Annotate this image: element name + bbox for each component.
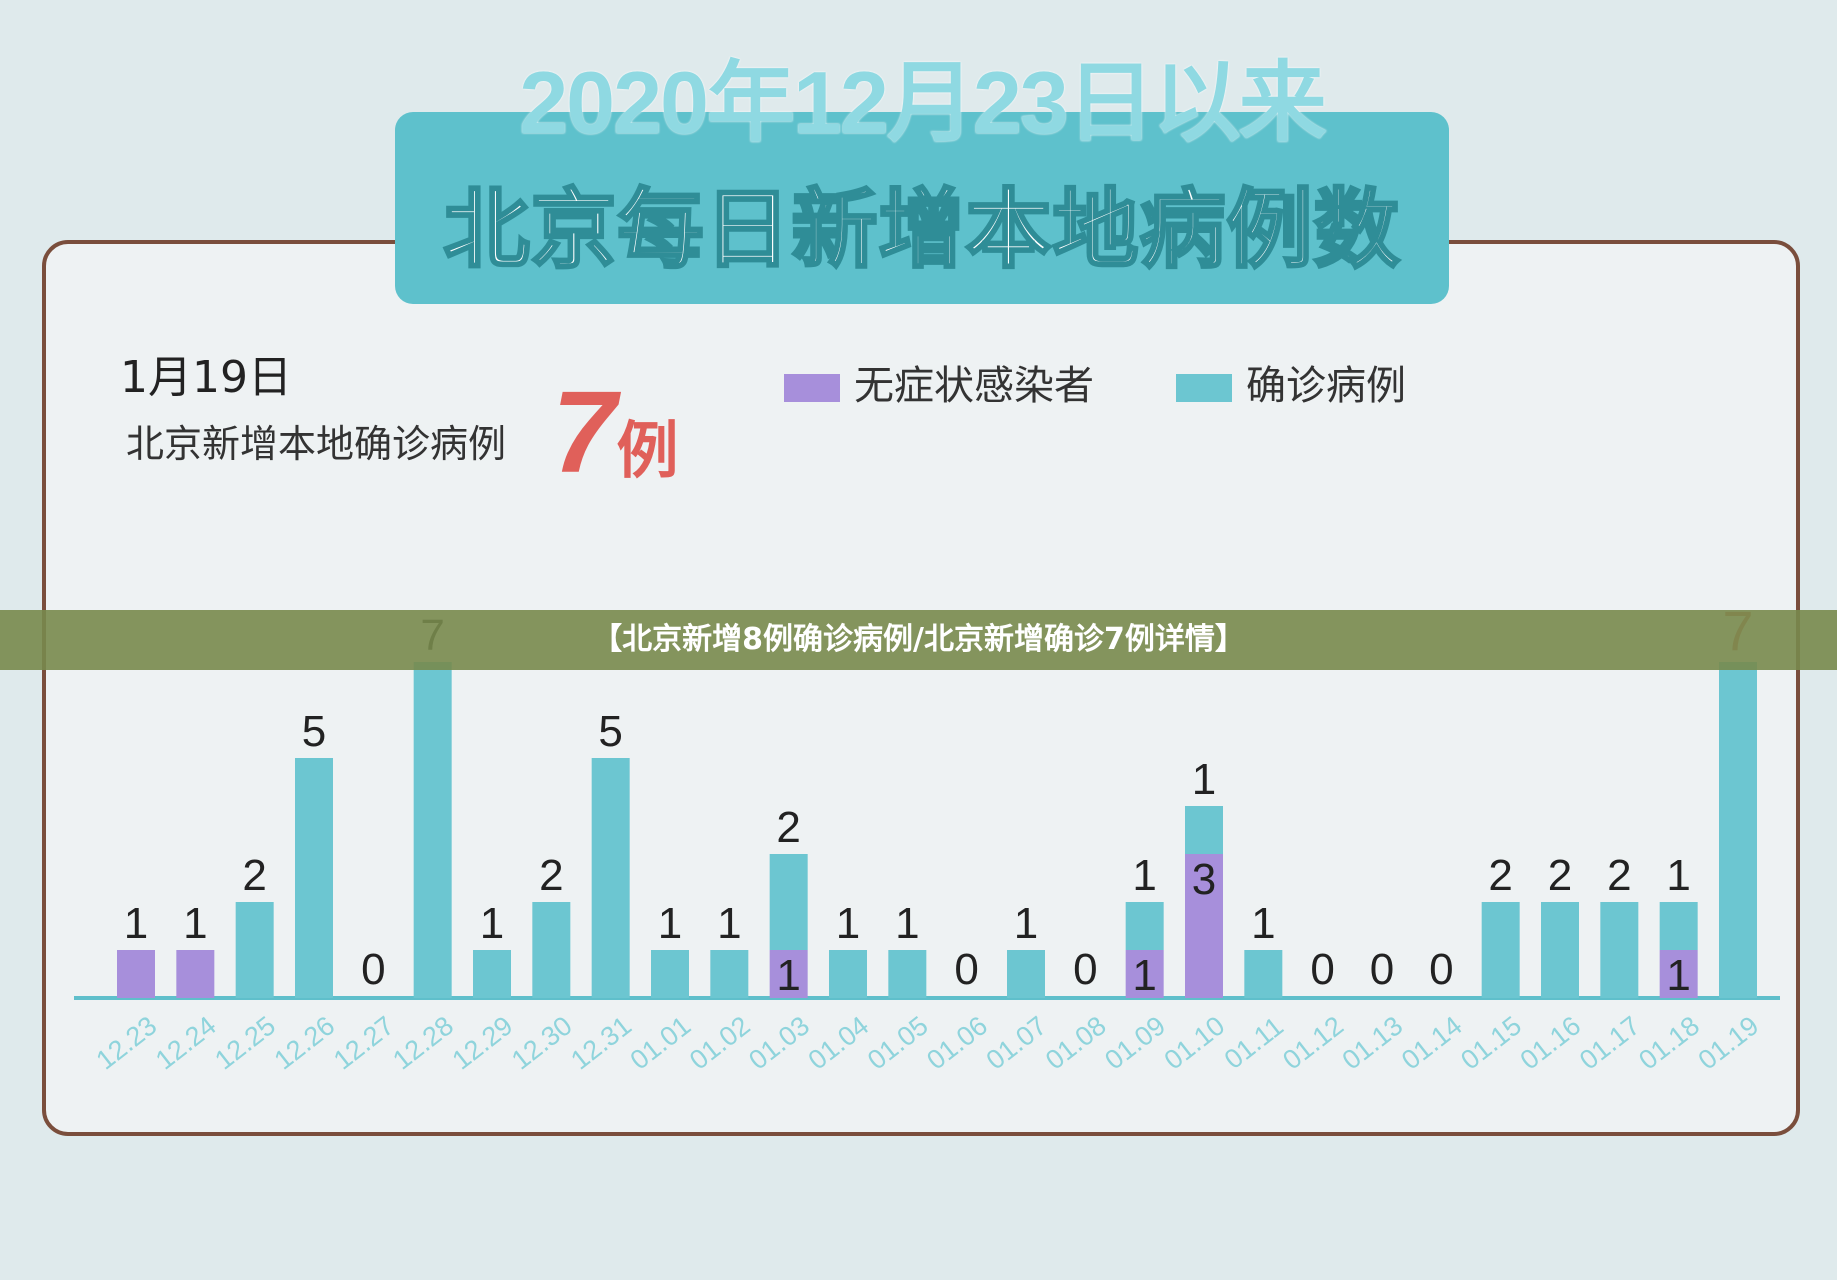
legend-swatch-asymptomatic (784, 374, 840, 402)
title-box (395, 112, 1449, 304)
bar-confirmed (1125, 902, 1164, 950)
summary-date: 1月19日 (120, 352, 292, 403)
x-tick-label: 01.04 (803, 1010, 875, 1075)
bar-confirmed (413, 662, 452, 998)
data-label-asymptomatic: 3 (1192, 855, 1216, 904)
x-tick-label: 12.28 (387, 1010, 459, 1075)
x-tick-label: 12.23 (91, 1010, 163, 1075)
data-label-total: 1 (1251, 899, 1275, 948)
bar-confirmed (1185, 806, 1223, 854)
chart-title-date: 2020年12月23日以来 (519, 53, 1327, 152)
data-label-confirmed: 2 (776, 803, 800, 852)
x-tick-label: 01.17 (1574, 1010, 1646, 1075)
data-label-total: 2 (539, 851, 563, 900)
data-label-asymptomatic: 1 (1132, 951, 1156, 1000)
data-label-total: 1 (1014, 899, 1038, 948)
x-tick-label: 01.15 (1455, 1010, 1527, 1075)
x-tick-label: 01.09 (1099, 1010, 1171, 1075)
summary-highlight-unit: 例 (616, 417, 679, 486)
x-tick-label: 01.06 (921, 1010, 993, 1075)
x-tick-label: 12.27 (328, 1010, 400, 1075)
x-tick-label: 12.26 (269, 1010, 341, 1075)
bar-confirmed (1719, 662, 1757, 998)
data-label-total: 1 (836, 899, 860, 948)
data-label-total: 5 (302, 707, 326, 756)
x-tick-label: 01.10 (1159, 1010, 1231, 1075)
bar-confirmed (888, 950, 927, 998)
data-label-confirmed: 1 (1132, 851, 1156, 900)
x-tick-label: 12.30 (506, 1010, 578, 1075)
bar-asymptomatic (1125, 950, 1164, 998)
data-label-total: 5 (598, 707, 622, 756)
data-label-zero: 0 (1370, 945, 1394, 994)
summary-label: 北京新增本地确诊病例 (126, 422, 507, 466)
x-tick-label: 12.31 (565, 1010, 637, 1075)
data-label-zero: 0 (1429, 945, 1453, 994)
x-tick-label: 01.19 (1693, 1010, 1765, 1075)
data-label-total: 1 (124, 899, 148, 948)
data-label-total: 1 (480, 899, 504, 948)
data-label-total: 2 (1488, 851, 1512, 900)
x-tick-label: 01.12 (1277, 1010, 1349, 1075)
bar-confirmed (710, 950, 749, 998)
data-label-total: 1 (658, 899, 682, 948)
data-label-zero: 0 (1310, 945, 1334, 994)
bar-confirmed (1481, 902, 1520, 998)
data-label-total: 2 (242, 851, 266, 900)
bar-asymptomatic (1659, 950, 1698, 998)
data-label-total: 2 (1548, 851, 1572, 900)
data-label-asymptomatic: 1 (1666, 951, 1690, 1000)
bar-asymptomatic (176, 950, 215, 998)
data-label-asymptomatic: 1 (776, 951, 800, 1000)
summary-highlight: 7例 (552, 372, 679, 512)
x-tick-label: 01.01 (625, 1010, 697, 1075)
bar-confirmed (829, 950, 867, 998)
x-tick-label: 01.07 (981, 1010, 1053, 1075)
bar-confirmed (1600, 902, 1639, 998)
data-label-total: 1 (717, 899, 741, 948)
data-label-zero: 0 (361, 945, 385, 994)
x-tick-label: 01.05 (862, 1010, 934, 1075)
x-tick-label: 01.08 (1040, 1010, 1112, 1075)
bar-asymptomatic (117, 950, 155, 998)
bar-confirmed (235, 902, 274, 998)
bar-confirmed (591, 758, 630, 998)
data-label-confirmed: 1 (1192, 755, 1216, 804)
bar-confirmed (1541, 902, 1579, 998)
bar-confirmed (769, 854, 808, 950)
data-label-confirmed: 1 (1666, 851, 1690, 900)
bar-confirmed (1244, 950, 1283, 998)
x-tick-label: 12.25 (209, 1010, 281, 1075)
legend-label-asymptomatic: 无症状感染者 (854, 363, 1094, 409)
x-tick-label: 01.18 (1633, 1010, 1705, 1075)
legend-label-confirmed: 确诊病例 (1246, 363, 1406, 409)
x-tick-label: 12.29 (447, 1010, 519, 1075)
x-tick-label: 01.16 (1515, 1010, 1587, 1075)
overlay-banner: 【北京新增8例确诊病例/北京新增确诊7例详情】 (0, 610, 1837, 670)
bar-asymptomatic (1185, 854, 1223, 998)
x-tick-label: 01.03 (743, 1010, 815, 1075)
data-label-zero: 0 (954, 945, 978, 994)
bar-confirmed (295, 758, 333, 998)
bar-confirmed (473, 950, 511, 998)
chart-title: 北京每日新增本地病例数 (442, 179, 1401, 282)
bar-confirmed (651, 950, 689, 998)
data-label-total: 1 (183, 899, 207, 948)
bar-confirmed (1659, 902, 1698, 950)
x-tick-label: 01.02 (684, 1010, 756, 1075)
x-tick-label: 01.11 (1219, 1011, 1289, 1075)
legend-swatch-confirmed (1176, 374, 1232, 402)
bar-asymptomatic (769, 950, 808, 998)
data-label-total: 2 (1607, 851, 1631, 900)
x-tick-label: 01.13 (1337, 1010, 1409, 1075)
summary-highlight-number: 7 (552, 367, 617, 497)
bar-confirmed (532, 902, 571, 998)
x-tick-label: 01.14 (1396, 1010, 1468, 1075)
data-label-zero: 0 (1073, 945, 1097, 994)
x-tick-label: 12.24 (150, 1010, 222, 1075)
data-label-total: 1 (895, 899, 919, 948)
bar-confirmed (1007, 950, 1045, 998)
